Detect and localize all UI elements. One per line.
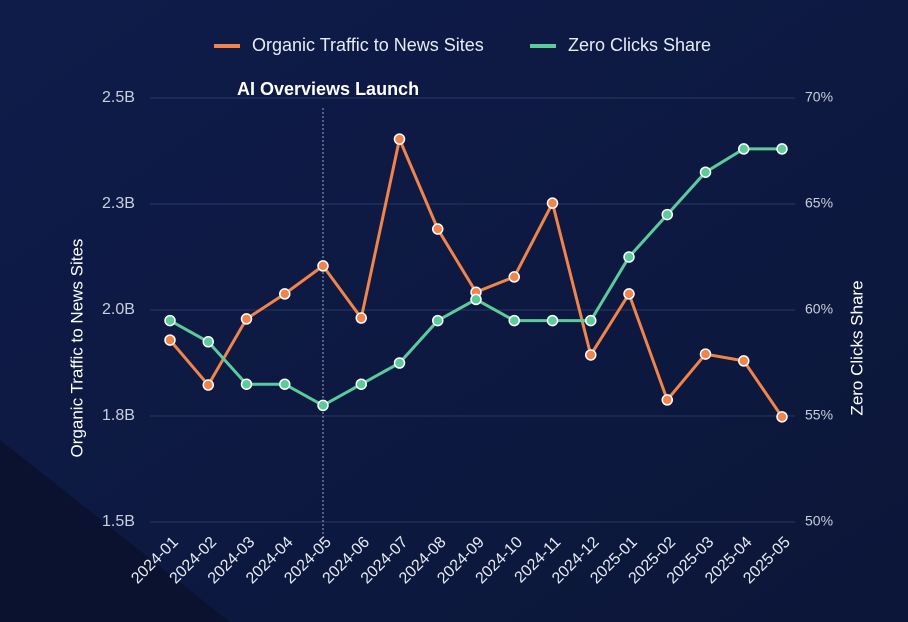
- y2-tick-label: 50%: [805, 513, 833, 529]
- legend-label: Zero Clicks Share: [568, 35, 711, 55]
- annotation-text: AI Overviews Launch: [237, 79, 419, 99]
- data-point: [585, 349, 597, 361]
- data-point: [776, 411, 788, 423]
- y-tick-label: 1.8B: [102, 407, 135, 424]
- data-point: [776, 143, 788, 155]
- data-point: [432, 314, 444, 327]
- legend-label: Organic Traffic to News Sites: [252, 35, 484, 55]
- data-point: [355, 378, 367, 390]
- data-point: [508, 271, 520, 283]
- data-point: [699, 348, 712, 360]
- data-point: [585, 314, 597, 327]
- data-point: [623, 251, 635, 263]
- data-point: [317, 260, 329, 272]
- y-tick-label: 2.0B: [102, 301, 135, 318]
- y-tick-label: 2.3B: [102, 195, 135, 212]
- data-point: [279, 378, 291, 390]
- data-point: [508, 314, 520, 327]
- data-point: [240, 378, 253, 390]
- data-point: [623, 288, 635, 300]
- y-tick-label: 2.5B: [102, 89, 135, 106]
- data-point: [279, 288, 291, 300]
- data-point: [546, 314, 559, 327]
- y2-axis-title: Zero Clicks Share: [847, 280, 866, 415]
- data-point: [164, 334, 176, 346]
- data-point: [202, 379, 214, 391]
- y2-tick-label: 65%: [805, 195, 833, 211]
- y2-tick-label: 55%: [805, 407, 833, 423]
- data-point: [355, 312, 367, 324]
- data-point: [240, 313, 253, 325]
- data-point: [546, 197, 559, 209]
- data-point: [393, 357, 406, 369]
- y-tick-label: 1.5B: [102, 513, 135, 530]
- data-point: [164, 314, 176, 327]
- data-point: [738, 143, 750, 155]
- data-point: [470, 293, 482, 306]
- y2-tick-label: 60%: [805, 301, 833, 317]
- data-point: [738, 355, 750, 367]
- data-point: [317, 399, 329, 412]
- y-axis-title: Organic Traffic to News Sites: [67, 239, 86, 458]
- data-point: [432, 223, 444, 235]
- data-point: [202, 336, 214, 348]
- data-point: [661, 208, 673, 221]
- data-point: [393, 133, 406, 145]
- background-shape: [0, 440, 230, 622]
- y2-tick-label: 70%: [805, 89, 833, 105]
- data-point: [661, 394, 673, 406]
- data-point: [699, 166, 712, 178]
